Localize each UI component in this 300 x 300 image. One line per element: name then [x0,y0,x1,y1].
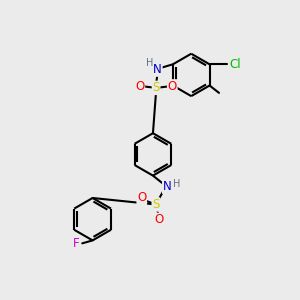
Text: S: S [152,198,160,211]
Text: N: N [163,180,172,193]
Text: O: O [135,80,145,93]
Text: H: H [173,179,180,190]
Text: H: H [146,58,153,68]
Text: S: S [152,81,160,94]
Text: O: O [168,80,177,93]
Text: O: O [155,213,164,226]
Text: Cl: Cl [230,58,241,71]
Text: O: O [137,191,146,205]
Text: F: F [73,237,79,250]
Text: N: N [153,63,162,76]
